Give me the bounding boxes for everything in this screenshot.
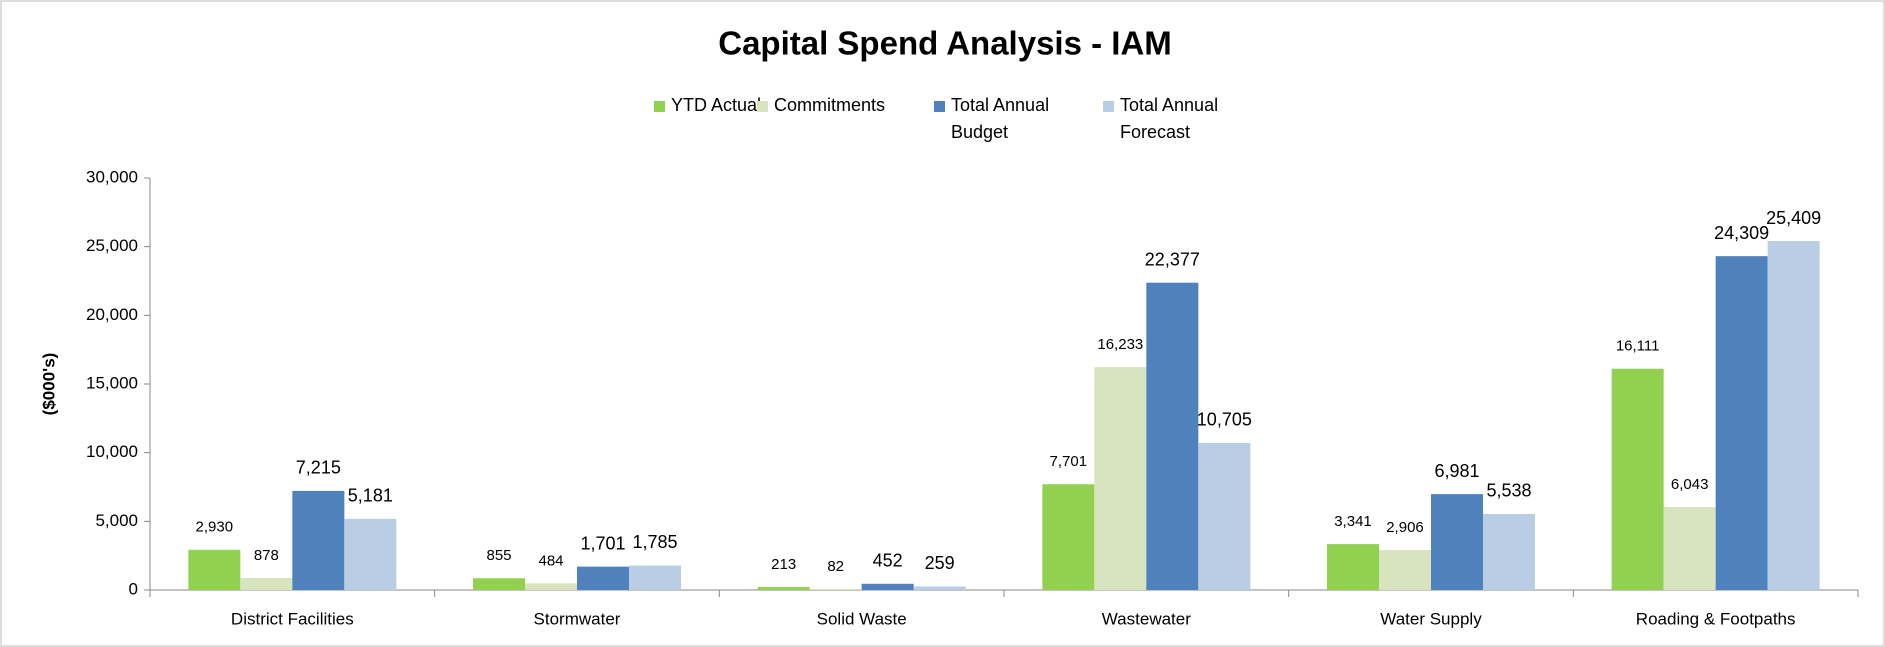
- data-label: 24,309: [1714, 223, 1769, 243]
- data-label: 213: [771, 556, 796, 573]
- data-label: 259: [925, 553, 955, 573]
- bar: [809, 588, 862, 590]
- data-label: 16,233: [1097, 336, 1143, 353]
- x-tick-label: Solid Waste: [817, 609, 907, 628]
- y-tick-label: 25,000: [86, 236, 138, 255]
- bar: [629, 565, 681, 590]
- legend-swatch: [654, 101, 665, 112]
- bar: [344, 518, 397, 590]
- data-label: 878: [254, 547, 279, 564]
- bar: [525, 583, 577, 590]
- data-label: 2,906: [1386, 519, 1424, 536]
- bar: [1094, 367, 1147, 590]
- data-label: 452: [873, 551, 903, 571]
- legend-label: Commitments: [774, 95, 886, 115]
- data-label: 7,215: [296, 458, 341, 478]
- y-tick-label: 20,000: [86, 305, 138, 324]
- y-tick-label: 10,000: [86, 442, 138, 461]
- y-axis-label: ($000's): [39, 353, 58, 416]
- legend-label: Total Annual Budget: [951, 95, 1050, 142]
- legend-label: YTD Actual: [671, 95, 762, 115]
- bar: [1379, 550, 1431, 590]
- bar: [1146, 282, 1199, 590]
- bar: [473, 578, 525, 590]
- legend-swatch: [757, 101, 768, 112]
- bar: [1327, 544, 1379, 590]
- data-label: 5,538: [1486, 481, 1531, 501]
- legend-swatch: [1103, 101, 1114, 112]
- bar: [1715, 256, 1768, 590]
- data-label: 6,981: [1434, 461, 1479, 481]
- x-tick-label: Stormwater: [534, 609, 621, 628]
- bar: [1611, 368, 1664, 590]
- bar: [1663, 507, 1716, 590]
- legend-swatch: [934, 101, 945, 112]
- y-tick-label: 5,000: [95, 511, 138, 530]
- data-label: 484: [538, 552, 563, 569]
- y-tick-label: 15,000: [86, 373, 138, 392]
- bar: [577, 566, 629, 590]
- bar: [188, 549, 241, 590]
- bar: [861, 583, 914, 590]
- data-label: 1,785: [632, 532, 677, 552]
- y-tick-label: 30,000: [86, 167, 138, 186]
- data-label: 6,043: [1671, 476, 1709, 493]
- x-tick-label: Wastewater: [1102, 609, 1191, 628]
- data-label: 22,377: [1145, 249, 1200, 269]
- x-tick-label: District Facilities: [231, 609, 354, 628]
- bar: [1767, 241, 1820, 590]
- legend-label: Total Annual Forecast: [1120, 95, 1219, 142]
- data-label: 5,181: [348, 486, 393, 506]
- bar: [1042, 484, 1095, 590]
- data-label: 25,409: [1766, 208, 1821, 228]
- data-label: 10,705: [1197, 410, 1252, 430]
- y-tick-label: 0: [129, 579, 138, 598]
- bar: [240, 577, 293, 590]
- data-label: 7,701: [1050, 453, 1088, 470]
- x-tick-label: Water Supply: [1380, 609, 1482, 628]
- data-label: 3,341: [1334, 513, 1372, 530]
- data-label: 855: [486, 547, 511, 564]
- bar: [1483, 513, 1535, 590]
- x-tick-label: Roading & Footpaths: [1636, 609, 1796, 628]
- chart-title: Capital Spend Analysis - IAM: [718, 25, 1172, 62]
- bar: [1431, 494, 1483, 590]
- data-label: 1,701: [580, 533, 625, 553]
- bar: [913, 586, 966, 590]
- data-label: 82: [827, 558, 844, 575]
- bar: [757, 587, 810, 590]
- data-label: 2,930: [196, 519, 234, 536]
- data-label: 16,111: [1616, 338, 1660, 355]
- bar: [1198, 442, 1251, 590]
- bar: [292, 490, 345, 590]
